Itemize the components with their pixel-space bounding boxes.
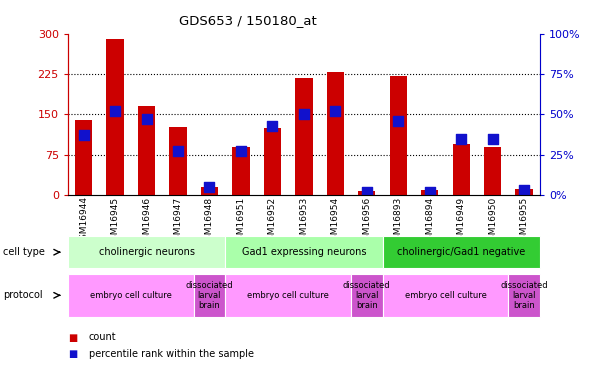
Point [205,184,214,190]
Bar [75,120,92,195]
Point [362,189,372,195]
Bar [201,187,218,195]
Point [457,136,466,142]
Point [519,187,529,193]
Text: count: count [88,333,116,342]
Point [142,116,151,122]
Bar [389,76,407,195]
Text: embryo cell culture: embryo cell culture [405,291,486,300]
Text: GDS653 / 150180_at: GDS653 / 150180_at [179,14,317,27]
Bar [295,78,313,195]
Point [173,148,183,154]
Bar [169,127,186,195]
Point [425,189,434,195]
Text: ■: ■ [68,350,77,359]
Point [236,148,245,154]
Bar [358,191,375,195]
Point [268,123,277,129]
Text: Gad1 expressing neurons: Gad1 expressing neurons [241,247,366,257]
Bar [453,144,470,195]
Point [79,132,88,138]
Text: cell type: cell type [3,247,45,257]
Text: dissociated
larval
brain: dissociated larval brain [186,281,233,309]
Text: embryo cell culture: embryo cell culture [247,291,329,300]
Text: cholinergic neurons: cholinergic neurons [99,247,195,257]
Bar [484,147,502,195]
Point [394,118,403,124]
Point [330,108,340,114]
Text: cholinergic/Gad1 negative: cholinergic/Gad1 negative [397,247,525,257]
Bar [516,189,533,195]
Bar [421,190,438,195]
Bar [327,72,344,195]
Text: protocol: protocol [3,290,42,300]
Point [299,111,309,117]
Bar [264,128,281,195]
Text: dissociated
larval
brain: dissociated larval brain [500,281,548,309]
Point [488,136,497,142]
Bar [138,106,155,195]
Bar [106,39,124,195]
Text: ■: ■ [68,333,77,342]
Text: percentile rank within the sample: percentile rank within the sample [88,350,254,359]
Text: dissociated
larval
brain: dissociated larval brain [343,281,391,309]
Bar [232,147,250,195]
Point [110,108,120,114]
Text: embryo cell culture: embryo cell culture [90,291,172,300]
